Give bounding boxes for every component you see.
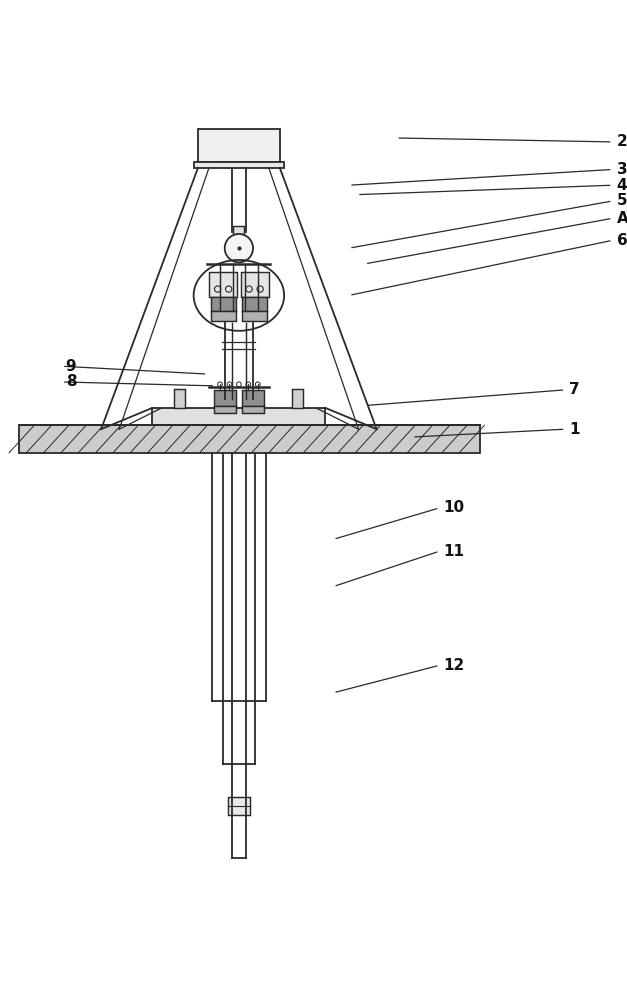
Polygon shape: [174, 389, 186, 408]
Polygon shape: [214, 390, 236, 406]
Polygon shape: [228, 797, 250, 815]
Text: 9: 9: [66, 359, 76, 374]
Polygon shape: [241, 272, 269, 297]
Text: 6: 6: [616, 233, 627, 248]
Polygon shape: [214, 406, 236, 413]
Polygon shape: [198, 129, 280, 162]
Polygon shape: [194, 162, 284, 168]
Text: 4: 4: [616, 178, 627, 193]
Polygon shape: [242, 406, 264, 413]
Polygon shape: [211, 311, 236, 321]
Polygon shape: [152, 408, 325, 425]
Circle shape: [224, 234, 253, 262]
Polygon shape: [19, 425, 480, 453]
Text: 7: 7: [569, 382, 580, 397]
Text: 10: 10: [443, 500, 465, 515]
Polygon shape: [292, 389, 303, 408]
Text: 11: 11: [443, 544, 465, 559]
Polygon shape: [242, 311, 267, 321]
Polygon shape: [242, 390, 264, 406]
Text: 1: 1: [569, 422, 580, 437]
Text: 2: 2: [616, 134, 627, 149]
Polygon shape: [242, 297, 267, 311]
Text: 12: 12: [443, 658, 465, 673]
Polygon shape: [209, 272, 236, 297]
Polygon shape: [211, 297, 236, 311]
Polygon shape: [233, 226, 245, 234]
Text: A: A: [616, 211, 627, 226]
Text: 8: 8: [66, 374, 76, 389]
Text: 5: 5: [616, 193, 627, 208]
Text: 3: 3: [616, 162, 627, 177]
